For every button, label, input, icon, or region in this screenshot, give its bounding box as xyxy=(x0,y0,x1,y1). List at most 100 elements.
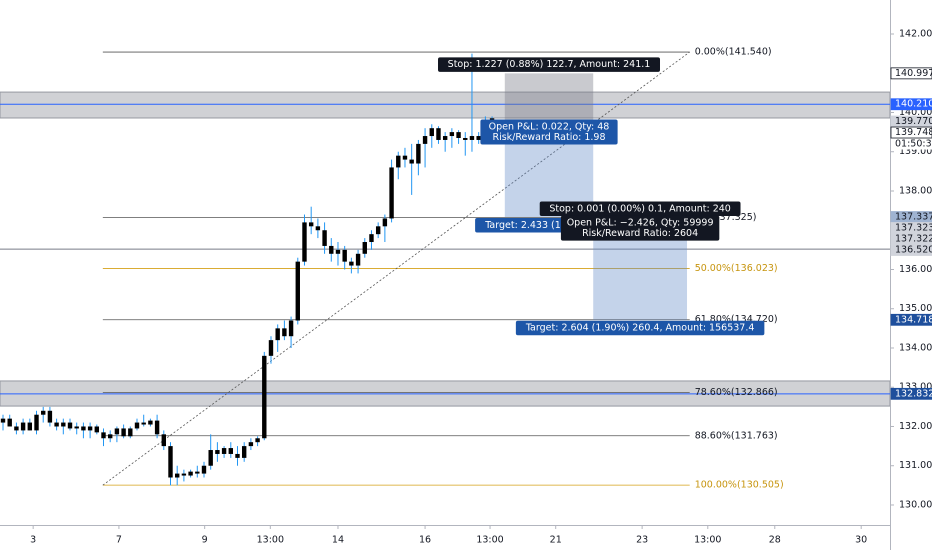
candle-body xyxy=(288,320,294,337)
x-tick-label: 21 xyxy=(550,535,562,546)
candle-body xyxy=(67,422,73,429)
x-tick-label: 28 xyxy=(769,535,781,546)
y-tick-label: 131.000 xyxy=(899,460,932,471)
candle-body xyxy=(476,136,481,140)
candle-body xyxy=(121,428,126,437)
price-tag-label: 137.323 xyxy=(895,223,932,234)
fib-label: 0%(137.325) xyxy=(695,212,757,223)
candle-body xyxy=(195,471,200,474)
price-tag-label: 137.337 xyxy=(895,212,932,223)
candle-body xyxy=(329,245,334,254)
price-tag-label: 140.997 xyxy=(895,68,932,79)
candle-body xyxy=(74,426,79,429)
candle-body xyxy=(456,132,461,139)
candle-body xyxy=(134,422,140,429)
candle-body xyxy=(268,340,274,356)
x-tick-label: 30 xyxy=(855,535,867,546)
pnl-label-box xyxy=(560,215,720,241)
candle-body xyxy=(449,132,455,137)
candle-body xyxy=(47,410,53,423)
candle-body xyxy=(302,222,307,262)
candle-body xyxy=(389,167,394,219)
price-tag-label: 137.322 xyxy=(895,234,932,245)
candle-body xyxy=(215,450,220,454)
price-tag xyxy=(890,313,932,326)
candle-body xyxy=(181,473,187,476)
candle-body xyxy=(422,136,428,144)
price-tag-label: 140.210 xyxy=(895,99,932,110)
price-tag xyxy=(890,126,932,139)
target-label: Target: 2.604 (1.90%) 260.4, Amount: 156… xyxy=(525,323,755,334)
zone xyxy=(0,91,890,119)
candle-body xyxy=(315,226,321,231)
x-tick-label: 3 xyxy=(30,535,36,546)
price-tag-label: 139.748 xyxy=(895,127,932,138)
candle-body xyxy=(0,418,6,423)
candle-body xyxy=(228,448,233,454)
candle-body xyxy=(61,422,66,427)
y-tick-label: 136.000 xyxy=(899,264,932,275)
candle-body xyxy=(108,434,113,439)
countdown-box xyxy=(891,138,932,150)
candle-body xyxy=(469,136,475,140)
pnl-label: Risk/Reward Ratio: 1.98 xyxy=(492,132,605,143)
fib-label: 78.60%(132.866) xyxy=(695,387,778,398)
y-tick-label: 139.000 xyxy=(899,146,932,157)
candle-body xyxy=(54,422,59,427)
candle-body xyxy=(362,242,367,254)
candle-body xyxy=(409,159,414,164)
candle-body xyxy=(436,128,441,140)
candle-body xyxy=(141,422,146,425)
x-tick-label: 9 xyxy=(202,535,208,546)
candle-body xyxy=(168,446,173,478)
pnl-label: Risk/Reward Ratio: 2604 xyxy=(582,228,698,239)
target-label: Target: 2.433 (1.74%) 243. xyxy=(484,220,613,231)
pnl-label-box xyxy=(480,119,618,145)
candle-body xyxy=(201,465,207,474)
x-tick-label: 13:00 xyxy=(257,535,284,546)
candle-body xyxy=(262,355,267,439)
candle-body xyxy=(208,450,213,466)
price-tag xyxy=(890,244,932,256)
stop-label-box xyxy=(438,57,661,72)
fib-label: 88.60%(131.763) xyxy=(695,430,778,441)
price-tag xyxy=(890,387,932,400)
candle-body xyxy=(396,155,401,168)
stop-label: Stop: 1.227 (0.88%) 122.7, Amount: 241.1 xyxy=(448,59,651,70)
candle-body xyxy=(221,448,227,454)
candle-body xyxy=(7,418,12,427)
candle-body xyxy=(161,434,166,447)
candle-body xyxy=(94,426,100,433)
x-tick-label: 7 xyxy=(116,535,122,546)
candle-body xyxy=(255,438,260,443)
candle-body xyxy=(429,128,434,137)
candle-body xyxy=(282,328,287,337)
y-tick-label: 142.000 xyxy=(899,28,932,39)
candle-body xyxy=(87,426,93,431)
candle-body xyxy=(235,453,240,458)
candle-body xyxy=(322,230,327,246)
candle-body xyxy=(101,432,106,439)
candle-body xyxy=(27,422,33,431)
candle-body xyxy=(188,471,193,476)
price-tag-label: 139.770 xyxy=(895,116,932,127)
candle-body xyxy=(295,261,300,321)
candle-body xyxy=(174,473,180,478)
trend-line xyxy=(102,51,690,486)
y-tick-label: 134.000 xyxy=(899,342,932,353)
price-tag xyxy=(890,222,932,234)
candle-body xyxy=(128,428,133,437)
candle-body xyxy=(349,261,354,266)
candle-body xyxy=(34,414,39,431)
x-tick-label: 13:00 xyxy=(476,535,503,546)
pnl-label: Open P&L: −2.426, Qty: 59999 xyxy=(567,217,714,228)
x-tick-label: 14 xyxy=(332,535,344,546)
countdown: 01:50:33 xyxy=(895,139,932,150)
y-tick-label: 130.000 xyxy=(899,499,932,510)
candle-body xyxy=(308,222,314,227)
candle-body xyxy=(402,155,408,160)
candle-body xyxy=(20,422,26,431)
candle-body xyxy=(248,442,254,447)
